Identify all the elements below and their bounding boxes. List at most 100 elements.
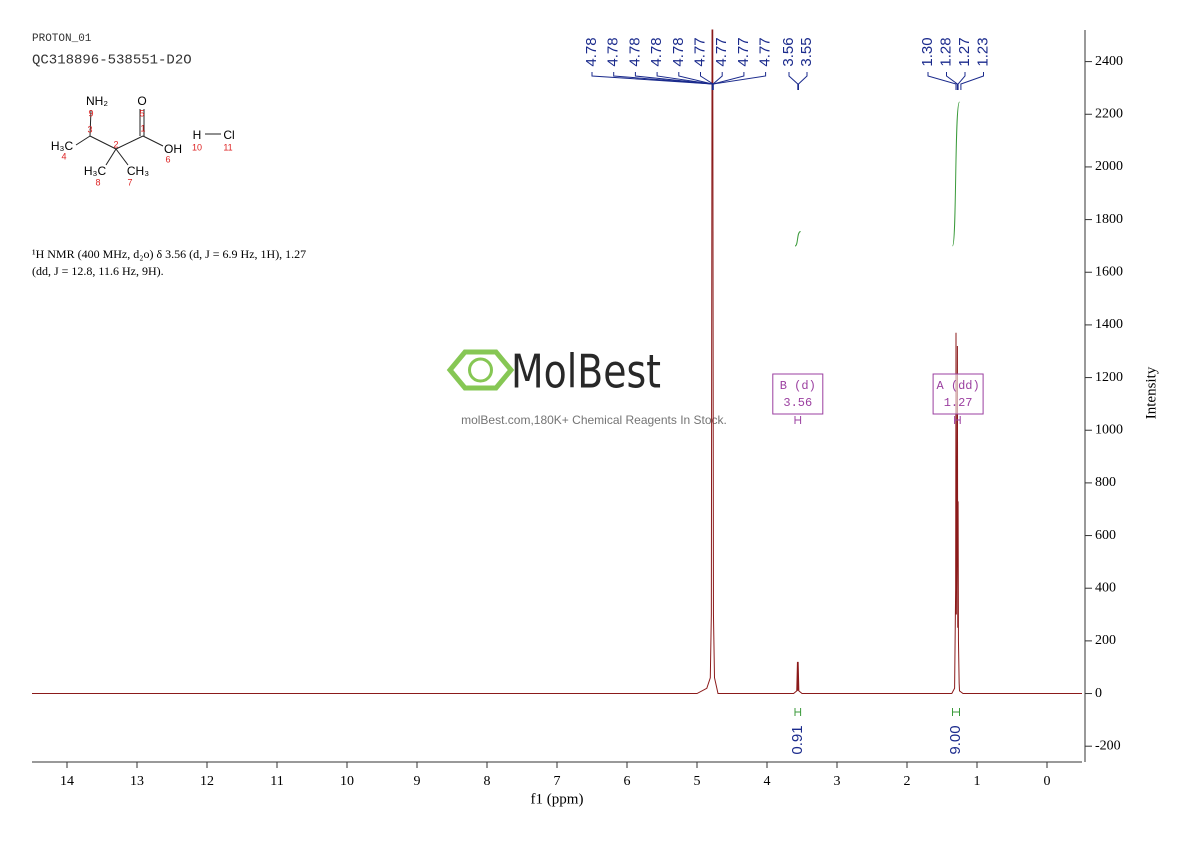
- atom-label: O: [137, 94, 146, 108]
- integral-curve: [952, 101, 960, 247]
- atom-number: 9: [88, 108, 93, 118]
- atom-number: 5: [139, 108, 144, 118]
- atom-label: Cl: [223, 128, 234, 142]
- peak-connector: [960, 72, 984, 90]
- peak-connector: [788, 72, 799, 90]
- peak-label: 1.28: [937, 37, 954, 66]
- peak-label: 1.30: [919, 37, 936, 66]
- logo-hexagon: [446, 349, 515, 391]
- multiplet-shift: 1.27: [944, 396, 973, 410]
- integral-bracket: [794, 708, 802, 716]
- logo-ring: [468, 357, 493, 383]
- peak-label: 4.77: [691, 37, 708, 66]
- peak-label: 3.55: [798, 37, 815, 66]
- x-tick-label: 0: [1044, 774, 1051, 789]
- y-tick-label: 2400: [1095, 54, 1123, 69]
- multiplet-name: A (dd): [936, 379, 979, 393]
- peak-label: 4.78: [583, 37, 600, 66]
- y-tick-label: 600: [1095, 528, 1116, 543]
- atom-number: 2: [113, 139, 118, 149]
- y-tick-label: 2200: [1095, 106, 1123, 121]
- y-tick-label: 1400: [1095, 317, 1123, 332]
- peak-connector: [712, 72, 745, 90]
- peak-label: 3.56: [780, 37, 797, 66]
- multiplet-range: [954, 416, 961, 424]
- peak-label: 1.27: [956, 37, 973, 66]
- peak-connector: [700, 72, 714, 90]
- x-tick-label: 11: [270, 774, 283, 789]
- multiplet-shift: 3.56: [783, 396, 812, 410]
- atom-number: 7: [127, 177, 132, 187]
- x-tick-label: 3: [834, 774, 841, 789]
- y-tick-label: 1800: [1095, 212, 1123, 227]
- integral-bracket: [952, 708, 960, 716]
- y-tick-label: 1200: [1095, 370, 1123, 385]
- integral-label: 9.00: [947, 725, 964, 754]
- atom-number: 6: [165, 154, 170, 164]
- bond: [115, 148, 129, 166]
- y-tick-label: 2000: [1095, 159, 1123, 174]
- x-tick-label: 7: [554, 774, 561, 789]
- y-tick-label: 0: [1095, 686, 1102, 701]
- x-tick-label: 1: [974, 774, 981, 789]
- peak-connector: [678, 72, 713, 90]
- x-tick-label: 14: [60, 774, 74, 789]
- sample-id: QC318896-538551-D2O: [32, 53, 192, 69]
- peak-label: 4.77: [735, 37, 752, 66]
- description: ¹H NMR (400 MHz, d₂o) δ 3.56 (d, J = 6.9…: [32, 247, 306, 261]
- peak-label: 4.78: [626, 37, 643, 66]
- bond: [115, 135, 144, 150]
- brand: MolBest: [511, 345, 661, 399]
- y-tick-label: 200: [1095, 633, 1116, 648]
- peak-connector: [927, 72, 957, 90]
- bond: [89, 135, 117, 150]
- atom-label: NH₂: [86, 94, 108, 108]
- peak-label: 4.77: [713, 37, 730, 66]
- bond: [89, 109, 92, 137]
- x-tick-label: 8: [484, 774, 491, 789]
- y-tick-label: 400: [1095, 580, 1116, 595]
- spectrum: [32, 29, 1082, 695]
- peak-label: 1.23: [974, 37, 991, 66]
- tagline: molBest.com,180K+ Chemical Reagents In S…: [461, 413, 727, 427]
- x-tick-label: 6: [624, 774, 631, 789]
- atom-label: CH₃: [127, 164, 149, 178]
- y-tick-label: 1000: [1095, 422, 1123, 437]
- peak-connector: [957, 72, 966, 90]
- y-tick-label: -200: [1095, 738, 1121, 753]
- atom-number: 11: [223, 142, 232, 152]
- y-tick-label: 1600: [1095, 264, 1123, 279]
- peak-label: 4.78: [605, 37, 622, 66]
- x-tick-label: 9: [414, 774, 421, 789]
- multiplet-box: [932, 373, 984, 415]
- peak-connector: [946, 72, 958, 90]
- peak-label: 4.77: [757, 37, 774, 66]
- atom-label: H: [193, 128, 202, 142]
- x-tick-label: 10: [340, 774, 354, 789]
- peak-label: 4.78: [670, 37, 687, 66]
- atom-label: H₃C: [51, 139, 74, 153]
- atom-number: 8: [95, 177, 100, 187]
- multiplet-box: [772, 373, 824, 415]
- x-tick-label: 12: [200, 774, 214, 789]
- multiplet-range: [794, 416, 802, 424]
- multiplet-name: B (d): [780, 379, 816, 393]
- x-tick-label: 13: [130, 774, 144, 789]
- atom-label: H₃C: [84, 164, 107, 178]
- watermark: MolBest molBest.com,180K+ Chemical Reage…: [446, 345, 727, 427]
- y-axis-label: Intensity: [1143, 366, 1159, 419]
- atom-number: 4: [61, 151, 66, 161]
- experiment: PROTON_01: [32, 33, 92, 45]
- structure: [75, 109, 221, 166]
- bond: [75, 135, 91, 146]
- x-tick-label: 5: [694, 774, 701, 789]
- bond: [142, 135, 164, 147]
- atom-label: OH: [164, 142, 182, 156]
- atom-number: 3: [87, 124, 92, 134]
- bond: [105, 148, 117, 166]
- x-tick-label: 4: [764, 774, 771, 789]
- atom-number: 10: [192, 142, 202, 152]
- y-tick-label: 800: [1095, 475, 1116, 490]
- description: (dd, J = 12.8, 11.6 Hz, 9H).: [32, 264, 164, 278]
